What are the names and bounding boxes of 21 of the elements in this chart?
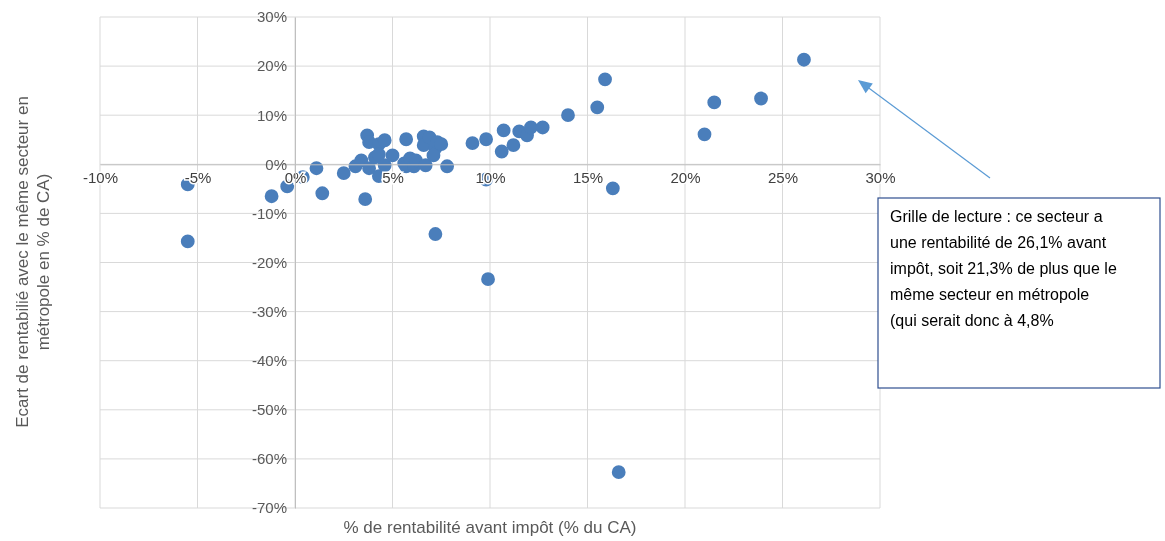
y-tick-label: 10% — [256, 106, 287, 124]
y-tick-label: -50% — [251, 401, 287, 419]
x-tick-label: 5% — [382, 168, 404, 186]
x-axis-title: % de rentabilité avant impôt (% du CA) — [343, 518, 637, 537]
x-tick-label: 20% — [670, 168, 701, 186]
y-tick-label: -70% — [251, 499, 287, 517]
x-tick-label: 30% — [865, 168, 896, 186]
x-tick-label: 15% — [572, 168, 604, 186]
y-tick-label: -10% — [251, 204, 287, 222]
y-tick-label: -40% — [251, 352, 287, 369]
y-tick-label: -20% — [251, 253, 287, 271]
y-tick-label: -60% — [251, 450, 287, 468]
text: Grille de lecture : ce secteur a une rentabilité de 26,1% avant impôt, soit 21,3% de plus que le même secteur en métropole (qui serait donc à 4,8% — [890, 208, 1117, 329]
y-tick-label: 20% — [256, 57, 287, 75]
y-axis-title: Ecart de rentabilié avec le même secteur en métropole en % de CA) — [13, 96, 53, 428]
x-tick-label: -10% — [82, 168, 119, 186]
y-tick-label: 30% — [256, 8, 287, 26]
x-tick-label: -5% — [184, 168, 212, 186]
y-tick-label: 0% — [265, 155, 287, 173]
y-tick-label: -30% — [251, 302, 287, 320]
x-tick-label: 25% — [767, 168, 799, 186]
